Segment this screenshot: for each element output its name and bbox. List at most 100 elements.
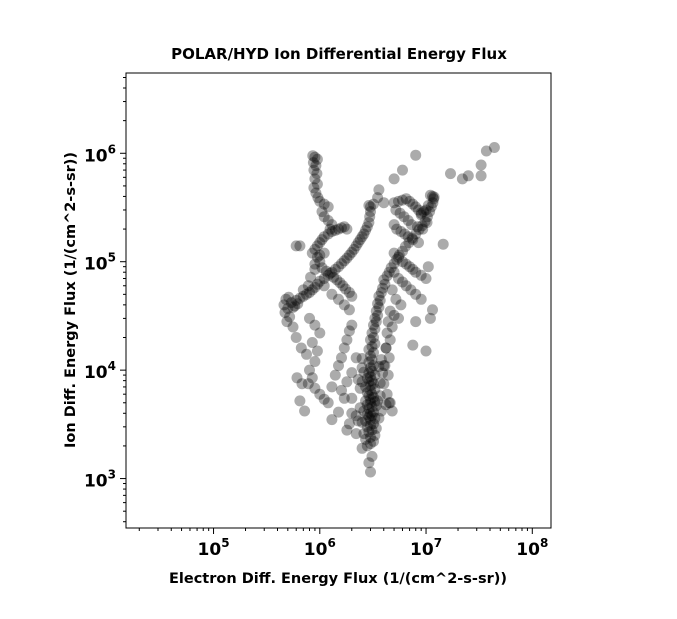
data-point bbox=[424, 312, 436, 324]
data-point bbox=[416, 220, 428, 232]
data-point bbox=[304, 287, 315, 298]
data-point bbox=[368, 406, 379, 418]
data-point bbox=[404, 261, 416, 273]
data-point bbox=[352, 374, 364, 385]
data-point bbox=[318, 280, 330, 292]
data-point bbox=[407, 234, 419, 246]
y-tick-label: 103 bbox=[84, 468, 116, 492]
data-point bbox=[354, 382, 366, 394]
data-point bbox=[309, 258, 321, 270]
data-point bbox=[368, 332, 379, 343]
data-point bbox=[372, 395, 384, 407]
data-point bbox=[360, 415, 372, 427]
data-point bbox=[341, 223, 353, 235]
data-point bbox=[356, 231, 368, 243]
data-point bbox=[382, 316, 394, 328]
data-point bbox=[356, 353, 368, 364]
data-point bbox=[350, 240, 362, 252]
data-point bbox=[360, 224, 372, 236]
data-point bbox=[324, 223, 336, 235]
data-point bbox=[388, 173, 400, 185]
data-point bbox=[316, 234, 328, 246]
data-point bbox=[378, 197, 390, 209]
data-point bbox=[343, 325, 355, 337]
data-point bbox=[356, 442, 368, 454]
data-point bbox=[399, 241, 411, 252]
data-point bbox=[413, 224, 425, 235]
data-point bbox=[279, 307, 291, 318]
data-point bbox=[358, 405, 370, 417]
data-point bbox=[306, 372, 318, 384]
data-point bbox=[294, 240, 306, 252]
data-point bbox=[329, 369, 341, 381]
data-point bbox=[370, 422, 382, 434]
x-tick-label: 105 bbox=[198, 536, 230, 560]
data-point bbox=[346, 319, 358, 331]
data-point bbox=[365, 431, 376, 443]
data-point bbox=[365, 206, 376, 218]
data-point bbox=[322, 201, 334, 213]
data-point bbox=[398, 211, 410, 223]
chart-title: POLAR/HYD Ion Differential Energy Flux bbox=[171, 45, 507, 63]
data-point bbox=[333, 406, 344, 418]
data-point bbox=[368, 435, 379, 447]
data-point bbox=[297, 284, 309, 296]
data-point bbox=[365, 201, 376, 213]
data-point bbox=[368, 391, 379, 403]
data-point bbox=[410, 201, 422, 213]
data-point bbox=[386, 284, 398, 296]
data-point bbox=[363, 200, 375, 211]
data-point bbox=[369, 396, 381, 408]
data-point bbox=[407, 198, 419, 210]
data-point bbox=[287, 301, 299, 313]
data-point bbox=[292, 298, 304, 310]
data-point bbox=[341, 376, 353, 388]
data-point bbox=[285, 297, 297, 309]
data-point bbox=[369, 429, 381, 441]
data-point bbox=[397, 245, 408, 257]
data-point bbox=[314, 275, 326, 287]
data-point bbox=[326, 226, 338, 237]
data-point bbox=[311, 168, 323, 180]
data-point bbox=[365, 419, 376, 431]
data-point bbox=[395, 299, 407, 311]
data-point bbox=[366, 365, 378, 377]
data-point bbox=[326, 381, 338, 393]
data-point bbox=[297, 290, 309, 302]
data-point bbox=[384, 334, 396, 346]
data-point bbox=[346, 407, 358, 419]
data-point bbox=[381, 270, 393, 282]
data-point bbox=[394, 207, 406, 219]
plot-frame bbox=[125, 72, 552, 529]
data-point bbox=[405, 284, 417, 296]
data-point bbox=[365, 371, 376, 383]
data-point bbox=[400, 280, 412, 292]
data-point bbox=[428, 193, 440, 205]
data-point bbox=[384, 397, 396, 409]
data-point bbox=[311, 153, 323, 165]
data-point bbox=[361, 221, 373, 233]
data-point bbox=[365, 393, 376, 405]
data-point bbox=[425, 201, 437, 213]
data-point bbox=[302, 280, 314, 292]
data-point bbox=[397, 276, 408, 288]
data-point bbox=[311, 345, 323, 357]
data-point bbox=[346, 290, 358, 302]
data-point bbox=[338, 392, 350, 404]
data-point bbox=[333, 261, 344, 273]
data-point bbox=[356, 376, 368, 388]
data-point bbox=[377, 282, 389, 294]
data-point bbox=[291, 372, 303, 384]
data-point bbox=[316, 262, 328, 274]
data-point bbox=[388, 219, 400, 231]
data-point bbox=[366, 410, 378, 422]
data-point bbox=[388, 309, 400, 321]
data-point bbox=[294, 395, 306, 407]
data-point bbox=[360, 433, 372, 445]
data-point bbox=[305, 271, 317, 283]
data-point bbox=[370, 400, 382, 412]
data-point bbox=[406, 232, 418, 244]
data-point bbox=[380, 342, 392, 354]
data-point bbox=[397, 194, 408, 206]
